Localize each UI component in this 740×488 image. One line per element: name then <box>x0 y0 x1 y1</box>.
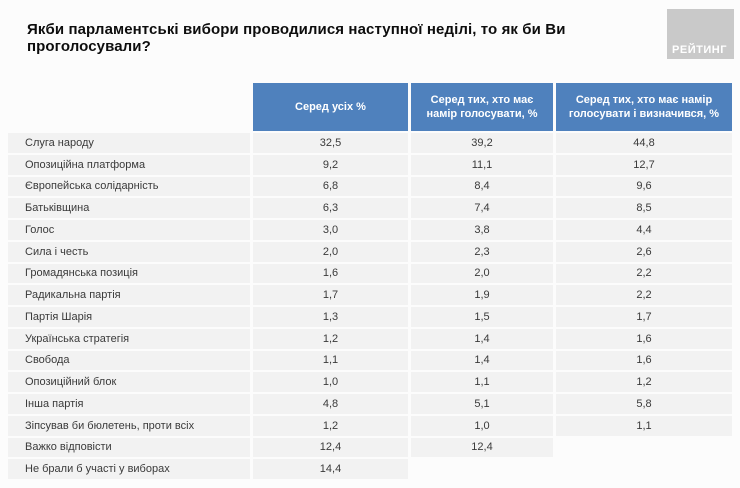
table-cell-value: 2,2 <box>556 285 732 305</box>
table-row-label: Не брали б участі у виборах <box>8 459 250 479</box>
table-cell-empty <box>556 438 732 458</box>
table-cell-value: 2,0 <box>411 263 553 284</box>
table-cell-value: 3,0 <box>253 220 408 240</box>
table-row-label: Зіпсував би бюлетень, проти всіх <box>8 415 250 436</box>
table-cell-value: 44,8 <box>556 133 732 153</box>
table-cell-value: 14,4 <box>253 459 408 479</box>
table-cell-value: 32,5 <box>253 133 408 153</box>
table-row-label: Свобода <box>8 350 250 371</box>
table-cell-value: 1,6 <box>556 350 732 371</box>
table-cell-value: 4,4 <box>556 220 732 240</box>
table-cell-value: 1,2 <box>253 328 408 349</box>
table-cell-value: 1,2 <box>253 415 408 436</box>
poll-results-table: Серед усіх % Серед тих, хто має намір го… <box>8 83 732 479</box>
table-row-label: Радикальна партія <box>8 285 250 305</box>
table-cell-value: 8,5 <box>556 198 732 218</box>
table-row-label: Голос <box>8 220 250 240</box>
table-cell-empty <box>411 459 553 479</box>
column-header-intend-and-decided: Серед тих, хто має намір голосувати і ви… <box>556 83 732 131</box>
table-cell-value: 9,2 <box>253 154 408 175</box>
table-row-label: Інша партія <box>8 394 250 414</box>
table-cell-value: 9,6 <box>556 176 732 197</box>
table-row-label: Громадянська позиція <box>8 263 250 284</box>
table-cell-value: 1,6 <box>253 263 408 284</box>
table-row-label: Партія Шарія <box>8 307 250 327</box>
table-cell-value: 1,6 <box>556 328 732 349</box>
table-row-label: Сила і честь <box>8 241 250 262</box>
table-cell-value: 6,8 <box>253 176 408 197</box>
column-header-among-all: Серед усіх % <box>253 83 408 131</box>
table-cell-value: 1,1 <box>411 372 553 392</box>
table-cell-value: 1,0 <box>253 372 408 392</box>
table-row-label: Батьківщина <box>8 198 250 218</box>
table-cell-value: 1,9 <box>411 285 553 305</box>
table-row-label: Слуга народу <box>8 133 250 153</box>
table-cell-value: 5,1 <box>411 394 553 414</box>
table-row-label: Важко відповісти <box>8 437 250 458</box>
table-cell-value: 3,8 <box>411 220 553 240</box>
table-cell-value: 1,2 <box>556 372 732 392</box>
table-cell-value: 5,8 <box>556 394 732 414</box>
column-header-intend-to-vote: Серед тих, хто має намір голосувати, % <box>411 83 553 131</box>
table-cell-value: 1,4 <box>411 328 553 349</box>
table-cell-value: 1,3 <box>253 307 408 327</box>
table-row-label: Європейська солідарність <box>8 176 250 197</box>
table-cell-value: 1,5 <box>411 307 553 327</box>
table-cell-value: 2,6 <box>556 241 732 262</box>
page-title: Якби парламентські вибори проводилися на… <box>27 21 566 55</box>
table-cell-value: 2,0 <box>253 241 408 262</box>
table-cell-empty <box>556 459 732 479</box>
table-cell-value: 1,7 <box>556 307 732 327</box>
table-cell-value: 11,1 <box>411 154 553 175</box>
table-cell-value: 8,4 <box>411 176 553 197</box>
header-empty-cell <box>8 83 250 131</box>
table-cell-value: 12,4 <box>411 437 553 458</box>
table-cell-value: 39,2 <box>411 133 553 153</box>
table-cell-value: 2,3 <box>411 241 553 262</box>
rating-agency-logo-text: РЕЙТИНГ <box>672 44 727 56</box>
table-cell-value: 12,7 <box>556 154 732 175</box>
table-cell-value: 12,4 <box>253 437 408 458</box>
table-row-label: Опозиційна платформа <box>8 154 250 175</box>
table-row-label: Опозиційний блок <box>8 372 250 392</box>
table-cell-value: 1,7 <box>253 285 408 305</box>
table-row-label: Українська стратегія <box>8 328 250 349</box>
table-cell-value: 1,1 <box>253 350 408 371</box>
table-cell-value: 7,4 <box>411 198 553 218</box>
table-cell-value: 1,0 <box>411 415 553 436</box>
table-cell-value: 1,4 <box>411 350 553 371</box>
table-cell-value: 1,1 <box>556 415 732 436</box>
table-cell-value: 6,3 <box>253 198 408 218</box>
table-cell-value: 4,8 <box>253 394 408 414</box>
table-cell-value: 2,2 <box>556 263 732 284</box>
rating-agency-logo: РЕЙТИНГ <box>667 9 734 59</box>
